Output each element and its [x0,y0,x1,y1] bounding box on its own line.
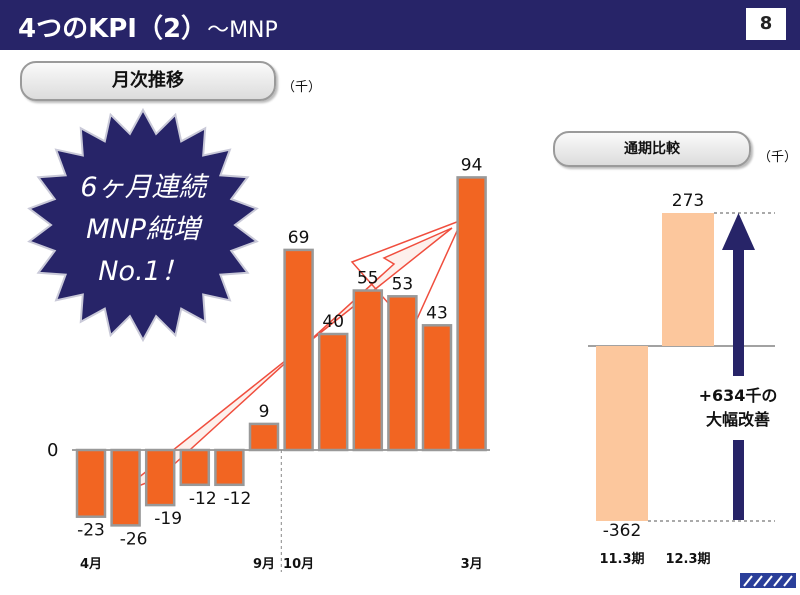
data-label-1月: 53 [392,274,414,294]
data-label-11月: 40 [322,312,344,332]
bar-3月 [456,176,487,452]
annual-bar-11.3期 [596,346,648,521]
monthly-trend-label: 月次推移 [20,61,276,101]
bar-12月 [352,289,384,452]
data-label-9月: 9 [259,402,270,422]
header-bar: 4つのKPI（2）～MNP 8 [0,0,800,50]
bar-4月 [75,448,107,518]
annual-tick-11.3期: 11.3期 [599,552,644,567]
x-tick-9月: 9月 [253,557,275,572]
data-label-7月: -12 [189,489,217,509]
data-label-5月: -26 [120,529,148,549]
page-title: 4つのKPI（2）～MNP [18,14,278,44]
bar-10月 [283,248,314,452]
data-label-8月: -12 [224,489,252,509]
x-tick-4月: 4月 [80,557,102,572]
annual-bar-12.3期 [662,213,714,346]
company-logo-icon [740,573,796,588]
zero-axis-label: 0 [47,440,58,461]
annotation-line-2: 大幅改善 [706,410,770,429]
bar-2月 [421,324,453,452]
annual-unit-label: （千） [758,150,798,165]
improvement-arrow-shaft-upper [733,246,744,376]
bar-6月 [144,448,176,507]
annotation-line-1: +634千の [699,386,778,405]
badge-text-line-2: MNP純増 [86,214,203,245]
page-number: 8 [746,8,786,40]
annual-value-12.3期: 273 [672,191,704,211]
bar-8月 [214,448,245,487]
bar-9月 [248,422,280,452]
data-label-2月: 43 [426,303,448,323]
improvement-arrow-shaft-lower [733,440,744,520]
data-label-6月: -19 [154,509,182,529]
x-tick-10月: 10月 [283,557,314,572]
x-tick-3月: 3月 [461,557,483,572]
badge-text-line-3: No.1！ [98,256,187,287]
monthly-unit-label: （千） [282,80,322,95]
bar-1月 [387,295,418,452]
bar-11月 [317,332,349,452]
annual-value-11.3期: -362 [603,521,642,541]
badge-text-line-1: 6ヶ月連続 [80,172,209,203]
data-label-3月: 94 [461,155,483,175]
annual-tick-12.3期: 12.3期 [665,552,710,567]
annual-comparison-label: 通期比較 [553,131,751,167]
improvement-arrow-head [722,213,755,250]
data-label-12月: 55 [357,269,379,289]
starburst-badge-shape [27,107,259,343]
data-label-10月: 69 [288,228,310,248]
bar-7月 [179,448,211,487]
data-label-4月: -23 [77,521,105,541]
bar-5月 [110,448,141,527]
